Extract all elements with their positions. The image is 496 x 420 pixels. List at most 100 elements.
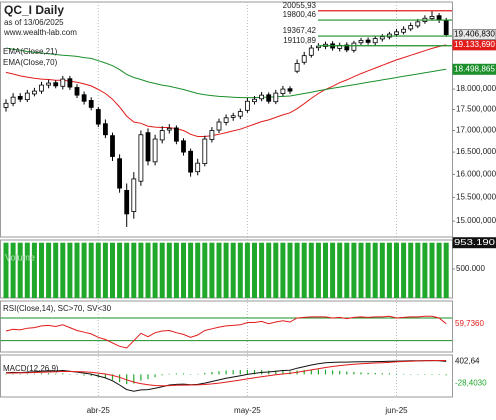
histogram-bar — [33, 373, 35, 375]
candle-body — [17, 95, 23, 100]
histogram-bar — [253, 370, 256, 375]
histogram-bar — [90, 374, 92, 377]
value-label: 402,64 — [455, 356, 480, 365]
histogram-bar — [431, 374, 433, 375]
value-tag-label: 953.190 — [454, 238, 496, 247]
candle-body — [273, 92, 279, 103]
x-tick-label: jun-25 — [384, 406, 408, 415]
source: www.wealth-lab.com — [3, 28, 77, 37]
volume-bar — [294, 242, 300, 298]
volume-bar — [17, 242, 23, 298]
volume-bar — [166, 242, 172, 298]
histogram-bar — [5, 374, 7, 375]
volume-bar — [53, 242, 59, 298]
histogram-bar — [417, 374, 419, 375]
volume-bar — [330, 242, 336, 298]
histogram-bar — [12, 373, 14, 375]
candle-body — [401, 28, 407, 33]
volume-bar — [287, 242, 293, 298]
value-tag — [452, 63, 496, 75]
histogram-bar — [282, 370, 284, 375]
histogram-bar — [83, 374, 85, 376]
level-label: 20055,93 — [283, 1, 317, 10]
series-line — [5, 44, 447, 137]
candle-body — [237, 111, 243, 117]
histogram-bar — [69, 374, 71, 375]
candle-body — [195, 162, 201, 173]
histogram-bar — [140, 374, 142, 381]
volume-bar — [95, 242, 101, 298]
candle-body — [244, 100, 250, 111]
histogram-bar — [395, 373, 398, 375]
volume-bar — [401, 242, 407, 298]
candle-body — [415, 21, 421, 27]
histogram-bar — [438, 374, 440, 375]
volume-bar — [337, 242, 343, 298]
volume-bar — [344, 242, 350, 298]
chart-title: QC_I Daily — [4, 3, 64, 17]
candle-body — [117, 158, 122, 189]
candle-body — [223, 117, 229, 123]
histogram-bar — [360, 372, 362, 375]
volume-bar — [408, 242, 414, 298]
histogram-bar — [218, 371, 220, 375]
value-tag-label: 18.498,865 — [454, 64, 496, 73]
volume-bar — [429, 242, 435, 298]
volume-bar — [301, 242, 307, 298]
volume-bar — [237, 242, 243, 298]
level-label: 19367,42 — [283, 26, 317, 35]
candle-body — [138, 134, 144, 182]
candle-body — [60, 78, 66, 87]
histogram-bar — [303, 369, 305, 375]
volume-bar — [266, 242, 272, 298]
volume-bar — [230, 242, 236, 298]
candle-body — [351, 42, 357, 51]
histogram-bar — [374, 372, 376, 375]
legend-label: EMA(Close,70) — [3, 58, 58, 67]
volume-bar — [88, 242, 94, 298]
histogram-bar — [19, 374, 21, 375]
histogram-bar — [381, 373, 383, 375]
volume-bar — [46, 242, 52, 298]
histogram-bar — [175, 373, 177, 375]
histogram-bar — [246, 369, 248, 375]
x-tick-label: abr-25 — [87, 406, 111, 415]
volume-bar — [422, 242, 428, 298]
candle-body — [10, 96, 16, 104]
candle-body — [124, 190, 130, 215]
volume-bar — [181, 242, 186, 298]
candle-body — [67, 78, 73, 88]
histogram-bar — [147, 374, 149, 380]
histogram-bar — [26, 373, 28, 375]
volume-bar — [102, 242, 108, 298]
histogram-bar — [310, 369, 312, 375]
y-tick-label: 17.500,000 — [456, 105, 496, 114]
histogram-bar — [111, 374, 114, 380]
y-tick-label: 18.000,000 — [456, 84, 496, 93]
value-label: 59,7360 — [455, 319, 484, 328]
histogram-bar — [232, 370, 234, 375]
candle-body — [436, 15, 442, 21]
candle-body — [280, 88, 286, 94]
candle-body — [74, 87, 80, 96]
candle-body — [259, 94, 265, 100]
histogram-bar — [403, 373, 405, 375]
histogram-bar — [119, 374, 121, 383]
histogram-bar — [133, 374, 135, 384]
histogram-bar — [388, 373, 390, 375]
candle-body — [173, 127, 179, 142]
y-tick-label: 500.000 — [456, 264, 485, 273]
histogram-bar — [225, 370, 227, 375]
volume-bar — [209, 242, 215, 298]
candle-body — [344, 44, 350, 51]
volume-bar — [188, 242, 194, 298]
candle-body — [103, 123, 108, 136]
histogram-bar — [182, 373, 185, 375]
volume-bar — [323, 242, 328, 298]
volume-bar — [173, 242, 179, 298]
panel-frame — [0, 354, 453, 398]
candle-body — [46, 82, 51, 86]
volume-bar — [436, 242, 442, 298]
